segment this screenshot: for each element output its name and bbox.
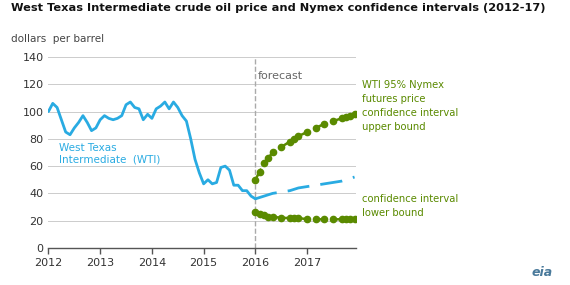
Text: eia: eia — [532, 266, 553, 279]
Text: West Texas Intermediate crude oil price and Nymex confidence intervals (2012-17): West Texas Intermediate crude oil price … — [11, 3, 546, 13]
Text: dollars  per barrel: dollars per barrel — [11, 34, 104, 44]
Text: confidence interval
lower bound: confidence interval lower bound — [362, 194, 458, 218]
Text: West Texas
Intermediate  (WTI): West Texas Intermediate (WTI) — [59, 143, 160, 164]
Text: forecast: forecast — [258, 71, 303, 81]
Text: WTI 95% Nymex
futures price
confidence interval
upper bound: WTI 95% Nymex futures price confidence i… — [362, 80, 458, 132]
